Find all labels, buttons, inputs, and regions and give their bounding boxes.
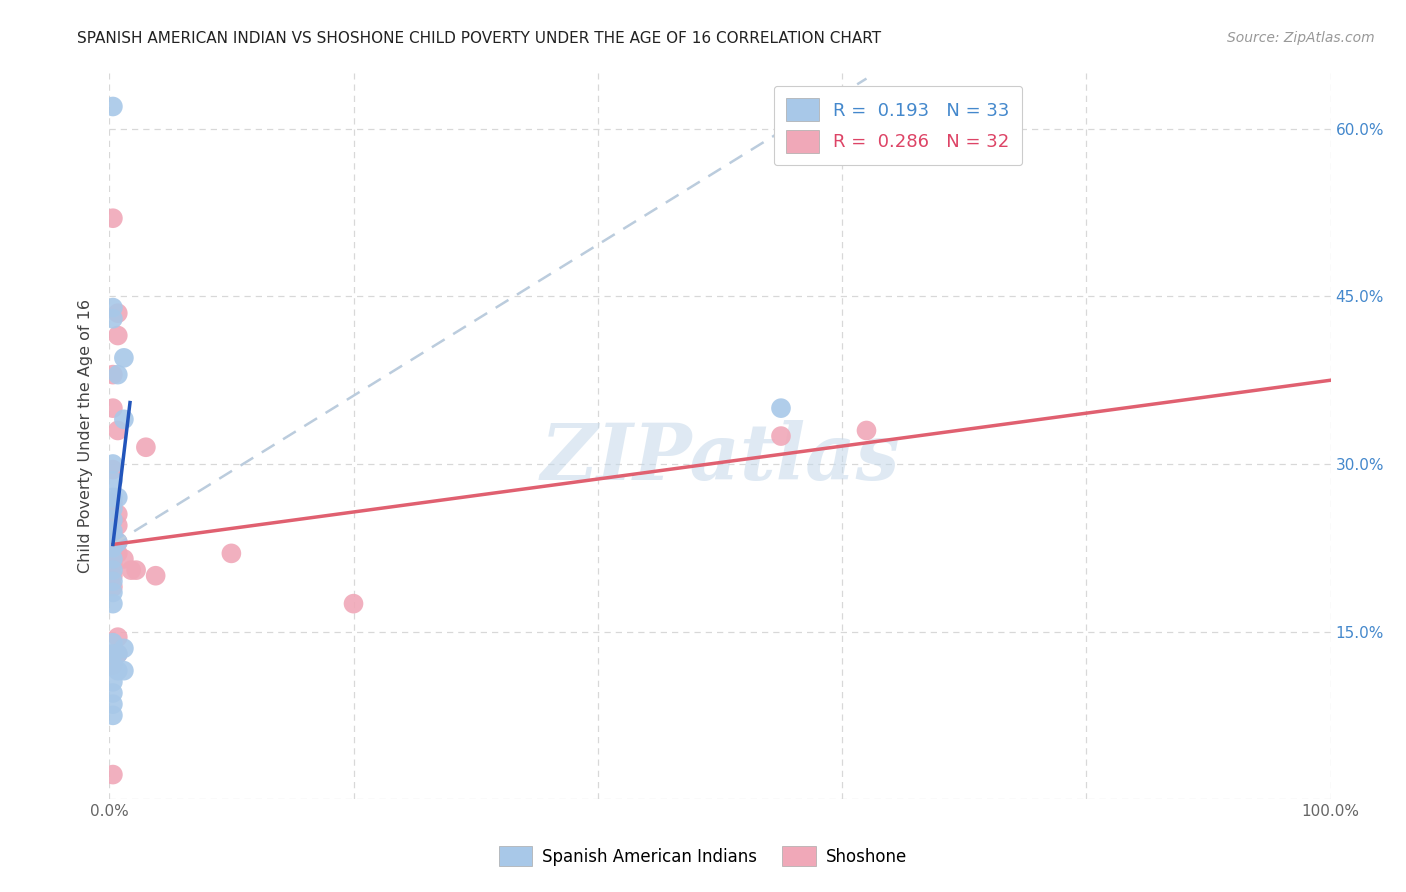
Point <box>101 558 124 572</box>
Point <box>101 686 124 700</box>
Y-axis label: Child Poverty Under the Age of 16: Child Poverty Under the Age of 16 <box>79 299 93 573</box>
Point <box>101 99 124 113</box>
Point <box>855 424 877 438</box>
Point <box>101 474 124 488</box>
Point <box>107 630 129 644</box>
Point <box>101 496 124 510</box>
Point <box>107 508 129 522</box>
Text: SPANISH AMERICAN INDIAN VS SHOSHONE CHILD POVERTY UNDER THE AGE OF 16 CORRELATIO: SPANISH AMERICAN INDIAN VS SHOSHONE CHIL… <box>77 31 882 46</box>
Point <box>125 563 148 577</box>
Point <box>101 568 124 582</box>
Point <box>101 585 124 599</box>
Point <box>221 546 243 560</box>
Point <box>101 535 124 549</box>
Point <box>101 647 124 661</box>
Point <box>101 462 124 476</box>
Text: ZIPatlas: ZIPatlas <box>540 419 900 496</box>
Point <box>107 535 129 549</box>
Point <box>101 491 124 505</box>
Point <box>101 368 124 382</box>
Point <box>101 301 124 315</box>
Legend: Spanish American Indians, Shoshone: Spanish American Indians, Shoshone <box>492 839 914 873</box>
Point <box>107 647 129 661</box>
Point <box>101 457 124 471</box>
Point <box>107 424 129 438</box>
Point <box>101 546 124 560</box>
Point <box>120 563 142 577</box>
Point <box>101 513 124 527</box>
Point <box>101 563 124 577</box>
Point <box>107 518 129 533</box>
Point <box>107 328 129 343</box>
Point <box>107 647 129 661</box>
Point <box>101 574 124 589</box>
Legend: R =  0.193   N = 33, R =  0.286   N = 32: R = 0.193 N = 33, R = 0.286 N = 32 <box>773 86 1022 165</box>
Point <box>101 513 124 527</box>
Point <box>112 552 135 566</box>
Point <box>101 211 124 226</box>
Point <box>101 636 124 650</box>
Point <box>112 412 135 426</box>
Point <box>145 568 167 582</box>
Point <box>101 541 124 555</box>
Point <box>101 501 124 516</box>
Point <box>101 697 124 711</box>
Point <box>101 530 124 544</box>
Point <box>112 351 135 365</box>
Point <box>107 306 129 320</box>
Point <box>101 647 124 661</box>
Point <box>101 674 124 689</box>
Point <box>107 368 129 382</box>
Point <box>769 401 792 416</box>
Point <box>101 311 124 326</box>
Point <box>101 767 124 781</box>
Point <box>135 440 157 454</box>
Point <box>112 641 135 656</box>
Point <box>101 708 124 723</box>
Point <box>342 597 364 611</box>
Point <box>101 658 124 673</box>
Point <box>107 546 129 560</box>
Point <box>101 580 124 594</box>
Point <box>107 491 129 505</box>
Point <box>107 664 129 678</box>
Point <box>107 535 129 549</box>
Point <box>769 429 792 443</box>
Point <box>101 524 124 538</box>
Point <box>112 664 135 678</box>
Point <box>101 401 124 416</box>
Text: Source: ZipAtlas.com: Source: ZipAtlas.com <box>1227 31 1375 45</box>
Point <box>101 597 124 611</box>
Point <box>101 658 124 673</box>
Point <box>101 552 124 566</box>
